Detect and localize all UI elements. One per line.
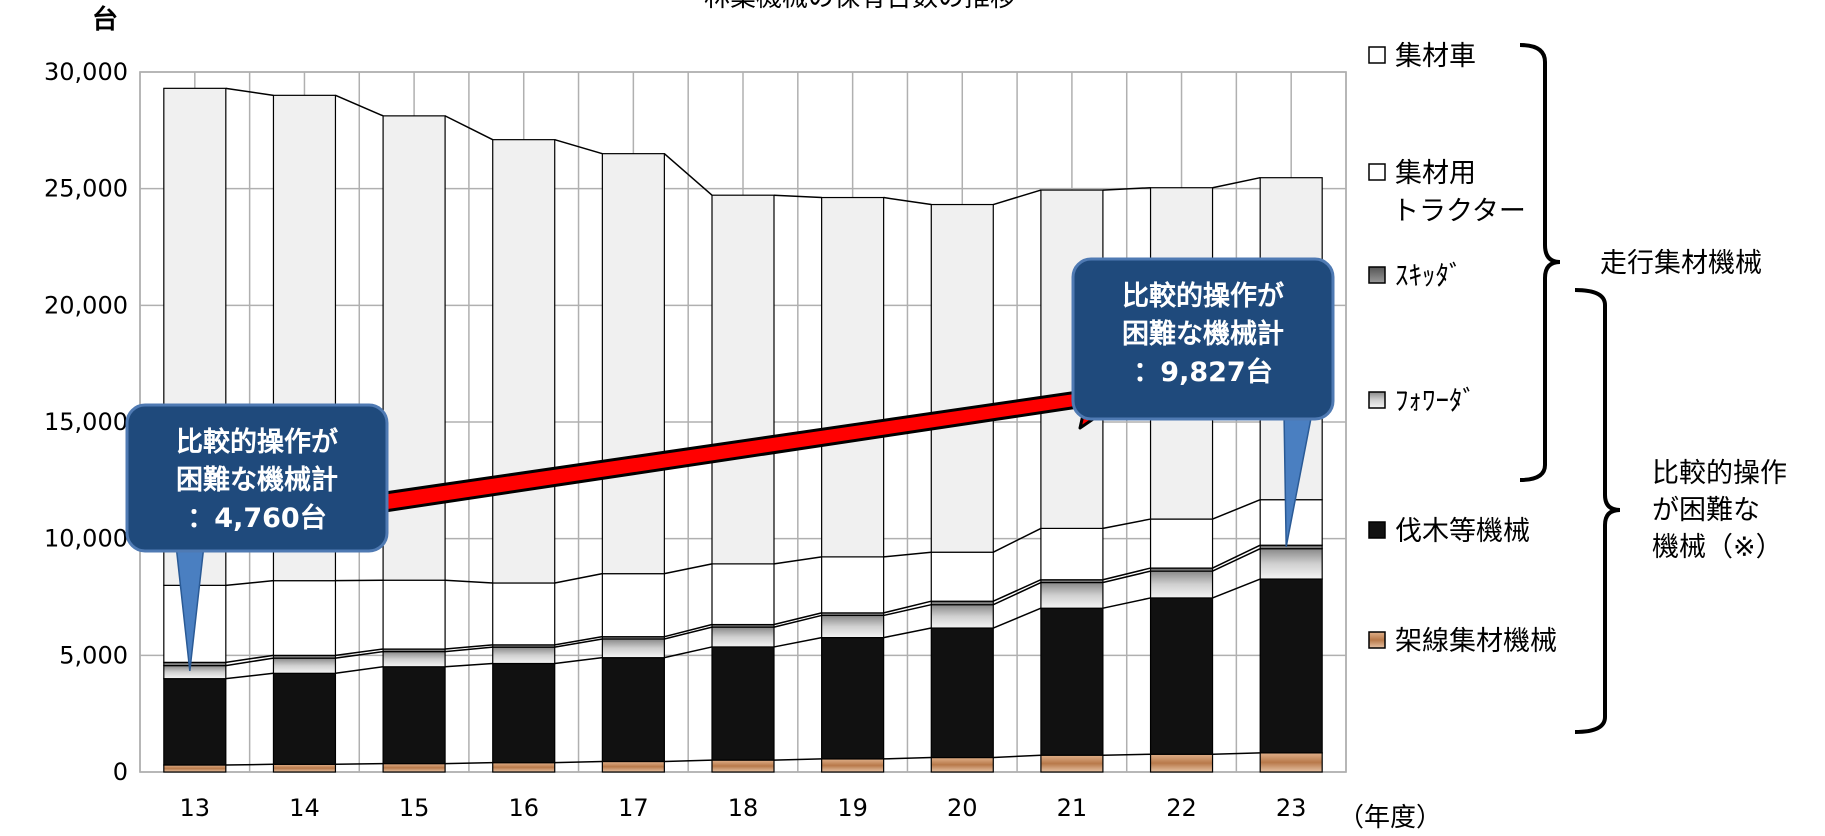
bar-segment (931, 205, 993, 553)
bar-segment (712, 195, 774, 564)
bar-segment (493, 664, 555, 763)
bar-segment (931, 552, 993, 601)
legend-label: 集材車 (1395, 41, 1476, 72)
bar-segment (602, 658, 664, 762)
legend-label: 伐木等機械 (1395, 516, 1530, 547)
bar-segment (383, 580, 445, 649)
x-axis-label: （年度） (1338, 803, 1442, 833)
bar-segment (273, 658, 335, 673)
x-tick-label: 16 (508, 794, 539, 822)
bar-segment (383, 652, 445, 667)
group-label-traveling: 走行集材機械 (1600, 248, 1762, 279)
legend-label: ｽｷｯﾀﾞ (1395, 261, 1463, 292)
bar-segment (931, 605, 993, 628)
bracket-traveling (1520, 45, 1560, 480)
bar-segment (822, 557, 884, 613)
bar-segment (602, 574, 664, 637)
bar-segment (712, 564, 774, 625)
legend-marker (1369, 267, 1385, 283)
bar-segment (1151, 571, 1213, 598)
bar-segment (822, 759, 884, 772)
legend-marker (1369, 522, 1385, 538)
bar-segment (1041, 608, 1103, 755)
x-tick-label: 21 (1057, 794, 1088, 822)
y-axis-label: 台 (92, 4, 118, 35)
bar-segment (822, 615, 884, 637)
callout-text: 比較的操作が困難な機械計：4,760台 (176, 426, 338, 534)
legend-marker (1369, 392, 1385, 408)
series-connector (226, 764, 274, 765)
bar-segment (602, 154, 664, 574)
bar-segment (1041, 528, 1103, 579)
bar-segment (602, 762, 664, 773)
bar-segment (1041, 583, 1103, 609)
legend-marker (1369, 47, 1385, 63)
bracket-difficult (1575, 290, 1620, 732)
bar-segment (164, 765, 226, 772)
bar-segment (1151, 519, 1213, 568)
callout-text: 比較的操作が困難な機械計：9,827台 (1122, 280, 1284, 388)
legend-label: 架線集材機械 (1395, 626, 1557, 657)
bar-segment (931, 628, 993, 758)
bar-segment (931, 758, 993, 772)
bar-segment (164, 679, 226, 765)
bar-segment (493, 763, 555, 772)
x-tick-label: 19 (837, 794, 868, 822)
bar-segment (822, 638, 884, 759)
x-tick-label: 22 (1166, 794, 1197, 822)
bar-segment (822, 198, 884, 557)
bar-segment (712, 627, 774, 647)
bar-segment (1260, 753, 1322, 772)
bar-segment (602, 639, 664, 658)
x-tick-label: 20 (947, 794, 978, 822)
legend-marker (1369, 164, 1385, 180)
x-tick-label: 14 (289, 794, 320, 822)
bar-segment (493, 583, 555, 645)
x-tick-label: 18 (728, 794, 759, 822)
bar-segment (1260, 579, 1322, 753)
bar-segment (493, 140, 555, 583)
group-label-difficult: 比較的操作が困難な機械（※） (1652, 458, 1787, 563)
bar-segment (1041, 755, 1103, 772)
x-tick-label: 17 (618, 794, 649, 822)
bar-segment (273, 581, 335, 656)
bar-segment (383, 667, 445, 764)
y-tick-label: 5,000 (59, 641, 128, 669)
y-tick-label: 25,000 (44, 175, 128, 203)
bar-segment (712, 647, 774, 760)
y-tick-label: 15,000 (44, 408, 128, 436)
bar-segment (383, 764, 445, 772)
bar-segment (273, 764, 335, 772)
legend-label: ﾌｫﾜｰﾀﾞ (1395, 386, 1476, 417)
series-connector (1103, 754, 1151, 755)
bar-segment (712, 760, 774, 772)
bar-segment (1151, 598, 1213, 754)
series-connector (445, 763, 493, 764)
bar-segment (493, 647, 555, 663)
x-tick-label: 13 (180, 794, 211, 822)
y-tick-label: 10,000 (44, 525, 128, 553)
series-connector (335, 764, 383, 765)
legend-marker (1369, 632, 1385, 648)
bar-segment (273, 673, 335, 764)
bar-segment (164, 666, 226, 679)
y-tick-label: 20,000 (44, 291, 128, 319)
bar-segment (1260, 549, 1322, 579)
y-tick-label: 0 (113, 758, 128, 786)
y-tick-label: 30,000 (44, 58, 128, 86)
legend-label: 集材用トラクター (1392, 158, 1526, 227)
bar-segment (1151, 754, 1213, 772)
chart-title: 林業機械の保有台数の推移 (704, 0, 1016, 13)
x-tick-label: 23 (1276, 794, 1307, 822)
x-tick-label: 15 (399, 794, 430, 822)
